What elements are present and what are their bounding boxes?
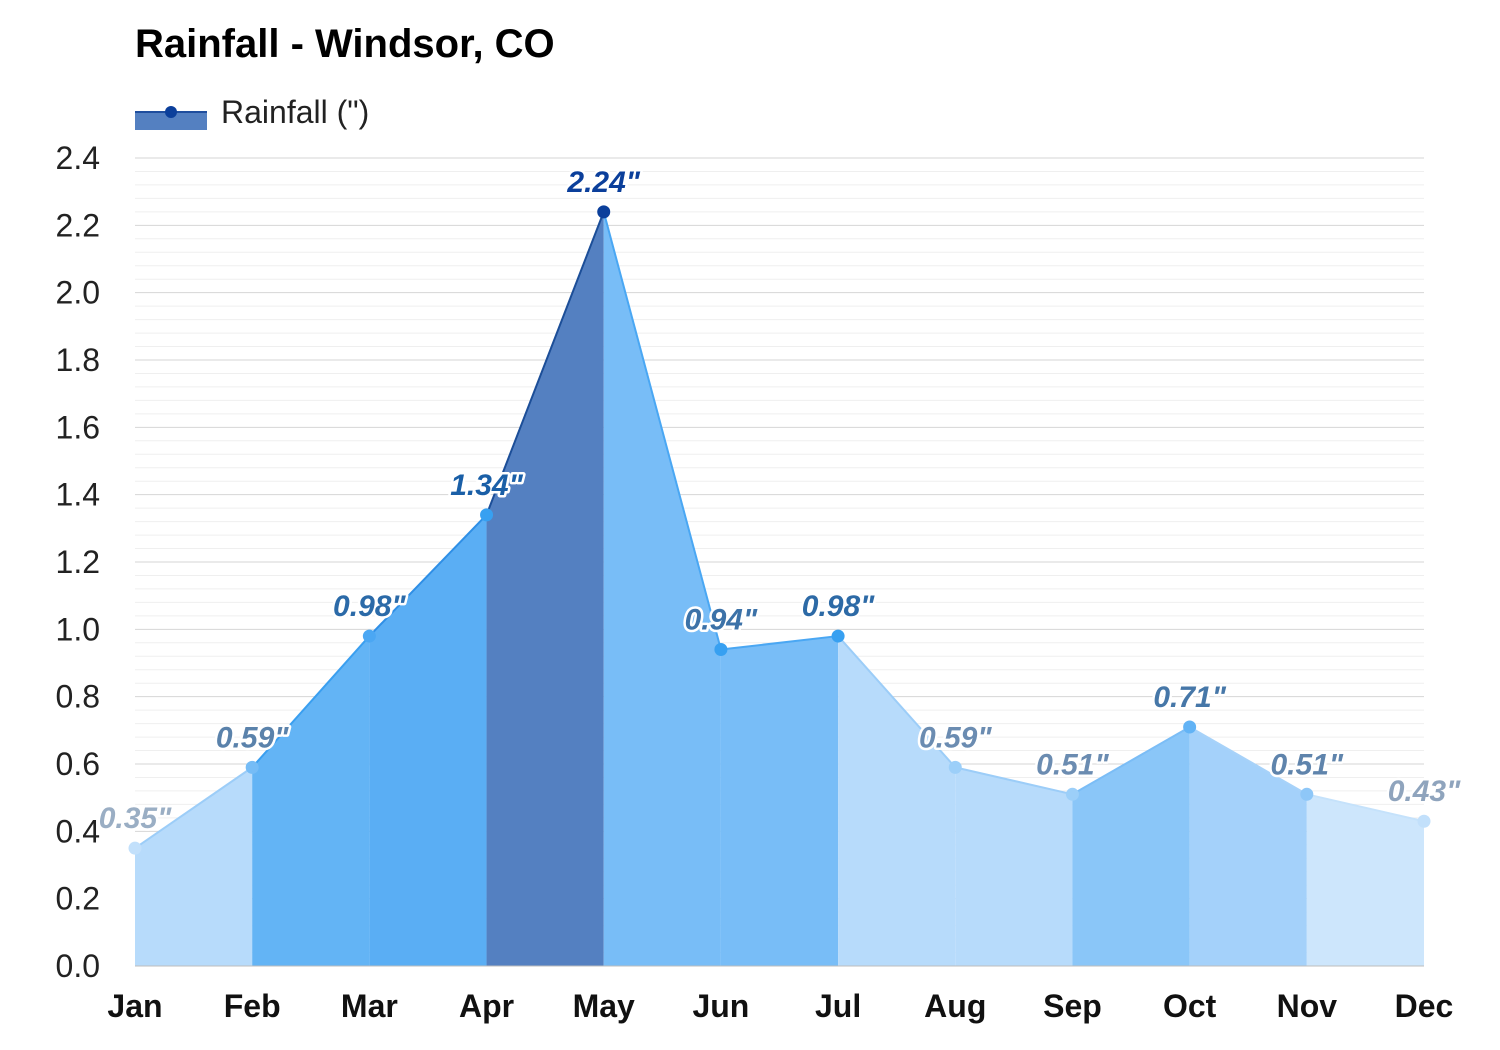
series-line-segment — [955, 766, 1073, 796]
series-line-segment — [134, 766, 253, 849]
data-point — [1183, 720, 1197, 734]
y-tick-label: 2.0 — [56, 275, 100, 311]
series-line-segment — [602, 211, 722, 650]
x-tick-label: Oct — [1163, 988, 1217, 1024]
chart-title: Rainfall - Windsor, CO — [135, 22, 555, 66]
series-line-segment — [720, 635, 839, 651]
data-points — [128, 205, 1431, 855]
data-point — [1417, 814, 1431, 828]
y-tick-label: 0.4 — [56, 813, 100, 849]
data-point — [948, 760, 962, 774]
x-tick-label: Jan — [107, 988, 162, 1024]
data-label: 0.59" — [919, 721, 992, 754]
x-tick-label: Apr — [459, 988, 514, 1024]
data-label: 0.59" — [216, 721, 289, 754]
area-segments — [135, 211, 1424, 966]
y-tick-label: 1.8 — [56, 342, 100, 378]
y-tick-label: 1.0 — [56, 611, 100, 647]
data-label: 0.51" — [1036, 748, 1109, 781]
legend-swatch-dot — [165, 106, 177, 118]
y-tick-label: 1.6 — [56, 409, 100, 445]
y-tick-label: 0.6 — [56, 746, 100, 782]
data-label: 0.71" — [1153, 681, 1226, 714]
data-point — [1065, 787, 1079, 801]
y-tick-label: 2.2 — [56, 207, 100, 243]
series-line-segment — [251, 635, 371, 769]
area-segment — [135, 767, 253, 966]
x-tick-label: Sep — [1043, 988, 1102, 1024]
y-tick-label: 0.8 — [56, 679, 100, 715]
x-tick-label: Dec — [1395, 988, 1454, 1024]
area-segment — [720, 636, 839, 966]
data-label: 0.35" — [99, 802, 172, 835]
data-point — [128, 841, 142, 855]
legend-swatch-fill — [135, 112, 207, 130]
x-tick-label: Nov — [1277, 988, 1338, 1024]
y-tick-label: 1.2 — [56, 544, 100, 580]
legend[interactable]: Rainfall (") — [135, 92, 369, 132]
series-line-segment — [1071, 726, 1191, 796]
data-label: 0.98" — [333, 590, 406, 623]
data-point — [362, 629, 376, 643]
area-segment — [603, 211, 721, 966]
area-segment — [369, 514, 487, 966]
area-segment — [1306, 794, 1424, 966]
series-line — [134, 211, 1425, 849]
data-point — [714, 643, 728, 657]
y-axis-ticks: 0.0 0.2 0.4 0.6 0.8 1.0 1.2 1.4 1.6 1.8 2.0 2.2 2.4 — [56, 140, 100, 984]
data-label: 2.24" — [566, 166, 640, 199]
x-tick-label: Mar — [341, 988, 398, 1024]
legend-label: Rainfall (") — [221, 93, 370, 130]
y-tick-label: 0.2 — [56, 881, 100, 917]
area-segment — [252, 636, 370, 966]
x-tick-label: Feb — [224, 988, 281, 1024]
y-tick-label: 2.4 — [56, 140, 100, 176]
x-axis-ticks: Jan Feb Mar Apr May Jun Jul Aug Sep Oct Nov Dec — [107, 988, 1453, 1024]
data-point — [245, 760, 259, 774]
series-line-segment — [1306, 793, 1425, 823]
series-line-segment — [368, 514, 488, 637]
data-label: 0.43" — [1388, 775, 1461, 808]
y-tick-label: 0.0 — [56, 948, 100, 984]
area-segment — [1072, 726, 1190, 966]
data-label: 1.34" — [450, 469, 523, 502]
area-segment — [1189, 726, 1307, 966]
series-line-segment — [837, 635, 957, 769]
legend-swatch — [135, 92, 207, 132]
data-point — [831, 629, 845, 643]
data-point — [597, 205, 611, 219]
data-label: 0.98" — [802, 590, 875, 623]
x-tick-label: Aug — [924, 988, 986, 1024]
series-line-segment — [1189, 726, 1308, 796]
data-label: 0.51" — [1271, 748, 1344, 781]
area-segment — [838, 636, 956, 966]
x-tick-label: May — [573, 988, 635, 1024]
y-tick-label: 1.4 — [56, 477, 100, 513]
area-segment — [955, 767, 1073, 966]
data-point — [480, 508, 494, 522]
data-label: 0.94" — [685, 604, 758, 637]
series-line-segment — [485, 211, 605, 516]
x-tick-label: Jun — [692, 988, 749, 1024]
area-segment — [486, 211, 604, 966]
x-tick-label: Jul — [815, 988, 861, 1024]
data-point — [1300, 787, 1314, 801]
data-labels: 0.35" 0.59" 0.98" 1.34" 2.24" 0.94" 0.98" 0.59"… — [96, 163, 1463, 837]
